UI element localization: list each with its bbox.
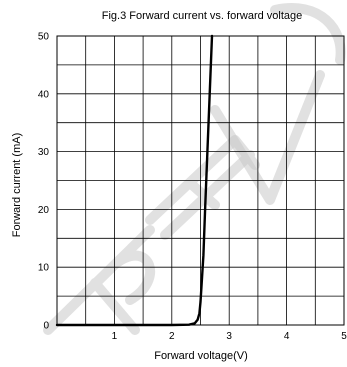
y-tick-label: 10	[38, 263, 50, 274]
x-tick-label: 4	[284, 331, 290, 342]
x-tick-label: 5	[341, 331, 347, 342]
y-tick-label: 0	[43, 321, 49, 332]
x-tick-label: 3	[226, 331, 232, 342]
series-layer	[55, 34, 214, 327]
y-axis-label: Forward current (mA)	[11, 133, 23, 238]
watermark-logo	[43, 3, 346, 335]
x-axis-label: Forward voltage(V)	[154, 350, 248, 362]
tick-labels: 0 10 20 30 40 50 1 2 3 4 5	[38, 32, 347, 343]
y-tick-label: 20	[38, 205, 50, 216]
y-tick-label: 30	[38, 147, 50, 158]
x-tick-label: 1	[112, 331, 118, 342]
x-tick-label: 2	[169, 331, 175, 342]
plot-frame	[56, 35, 345, 326]
y-tick-label: 50	[38, 32, 50, 43]
y-tick-label: 40	[38, 89, 50, 100]
chart-title: Fig.3 Forward current vs. forward voltag…	[102, 10, 303, 22]
series-line	[55, 34, 214, 327]
